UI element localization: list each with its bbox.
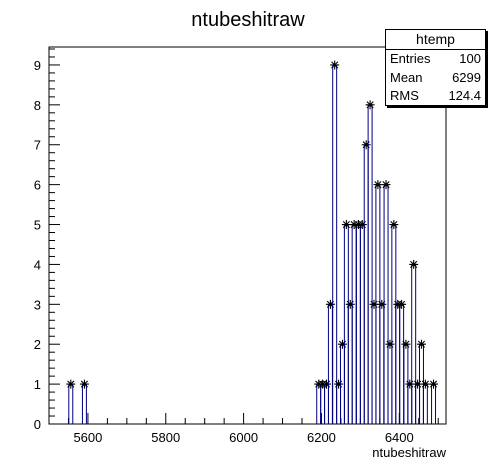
histogram-bar (399, 303, 405, 424)
stats-title: htemp (386, 30, 485, 50)
y-tick-label: 0 (34, 417, 41, 432)
x-tick-label: 6000 (229, 430, 258, 445)
y-tick-label: 5 (34, 218, 41, 233)
entries-label: Entries (390, 51, 431, 66)
data-point-marker (381, 180, 391, 190)
histogram-bar (347, 303, 353, 424)
y-tick-label: 7 (34, 138, 41, 153)
data-point-marker (397, 299, 407, 309)
histogram-bar (68, 383, 74, 424)
data-point-marker (337, 339, 347, 349)
data-point-marker (385, 339, 395, 349)
histogram-bar (431, 383, 437, 424)
mean-value: 6299 (452, 69, 481, 85)
data-point-marker (334, 379, 344, 389)
data-point-marker (413, 379, 423, 389)
stats-box: htemp Entries 100 Mean 6299 RMS 124.4 (385, 29, 486, 106)
data-point-marker (420, 379, 430, 389)
x-axis-label: ntubeshitraw (372, 445, 446, 460)
data-point-marker (361, 140, 371, 150)
chart-title: ntubeshitraw (191, 9, 305, 31)
data-point-marker (369, 299, 379, 309)
x-tick-label: 6200 (307, 430, 336, 445)
data-point-marker (365, 100, 375, 110)
entries-value: 100 (459, 51, 481, 66)
data-point-marker (409, 259, 419, 269)
data-point-marker (429, 379, 439, 389)
histogram-bar (332, 64, 338, 424)
histogram-bar (411, 263, 417, 424)
y-tick-label: 4 (34, 257, 41, 272)
y-tick-label: 2 (34, 337, 41, 352)
histogram-bar (407, 383, 413, 424)
histogram-bar (395, 303, 401, 424)
histogram-bar (336, 383, 342, 424)
data-point-marker (345, 299, 355, 309)
stats-row-rms: RMS 124.4 (386, 87, 485, 106)
rms-value: 124.4 (448, 88, 481, 103)
data-point-marker (416, 339, 426, 349)
data-point-marker (401, 339, 411, 349)
histogram-bar (343, 224, 349, 424)
y-tick-label: 6 (34, 178, 41, 193)
x-tick-label: 6400 (385, 430, 414, 445)
histogram-bar (391, 224, 397, 424)
data-point-marker (389, 220, 399, 230)
histogram-bar (316, 383, 322, 424)
histogram-bar (359, 224, 365, 424)
data-point-marker (79, 379, 89, 389)
histogram-bar (387, 343, 393, 424)
data-point-marker (330, 60, 340, 70)
y-tick-label: 3 (34, 297, 41, 312)
y-tick-label: 8 (34, 98, 41, 113)
histogram-bar (355, 224, 361, 424)
histogram-bar (351, 224, 357, 424)
histogram-bar (367, 104, 373, 424)
y-tick-label: 9 (34, 58, 41, 73)
data-point-marker (66, 379, 76, 389)
histogram-bar (324, 383, 329, 424)
data-point-marker (377, 299, 387, 309)
histogram-bar (379, 303, 385, 424)
histogram-bar (81, 383, 87, 424)
data-point-marker (405, 379, 415, 389)
data-point-marker (325, 299, 335, 309)
histogram-bar (422, 383, 428, 424)
mean-label: Mean (390, 69, 423, 85)
stats-row-entries: Entries 100 (386, 50, 485, 69)
rms-label: RMS (390, 88, 419, 103)
histogram-bar (363, 144, 369, 424)
data-point-marker (341, 220, 351, 230)
plot-frame (48, 46, 447, 425)
histogram-bar (371, 303, 377, 424)
stats-row-mean: Mean 6299 (386, 69, 485, 88)
data-point-marker (373, 180, 383, 190)
data-point-marker (322, 379, 332, 389)
x-tick-label: 5800 (151, 430, 180, 445)
y-tick-label: 1 (34, 377, 41, 392)
x-tick-label: 5600 (73, 430, 102, 445)
data-point-marker (357, 220, 367, 230)
histogram-bar (327, 303, 333, 424)
